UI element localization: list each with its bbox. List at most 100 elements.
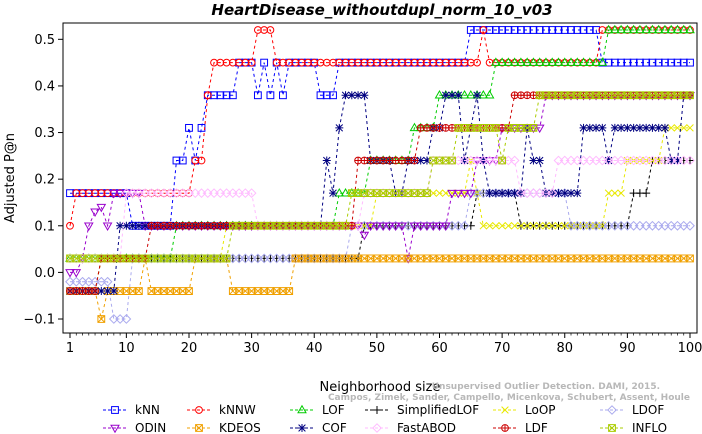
data-point: [629, 123, 638, 132]
legend-marker: [608, 424, 616, 432]
data-point: [422, 222, 432, 231]
data-point: [497, 57, 507, 66]
data-point: [648, 123, 657, 132]
data-point: [385, 58, 394, 67]
data-point: [673, 156, 682, 165]
data-point: [354, 91, 363, 100]
data-point: [360, 91, 369, 100]
data-point: [397, 222, 407, 231]
data-point: [347, 58, 356, 67]
data-point: [679, 124, 688, 132]
series-line-kdeos: [70, 257, 690, 320]
data-point: [553, 57, 564, 66]
data-point: [559, 188, 570, 199]
data-point: [322, 156, 331, 165]
legend-marker: [195, 406, 203, 414]
data-point: [534, 57, 545, 66]
data-point: [96, 203, 107, 213]
data-point: [528, 124, 539, 134]
data-point: [91, 189, 99, 198]
data-point: [617, 58, 626, 67]
data-point: [579, 123, 588, 132]
legend-label: SimplifiedLOF: [397, 403, 479, 417]
legend-item-kdeos: KDEOS: [187, 421, 261, 434]
data-point: [490, 57, 501, 66]
x-tick-label: 50: [369, 341, 386, 356]
data-point: [609, 24, 620, 34]
y-tick-label: −0.1: [23, 313, 55, 328]
data-point: [416, 156, 425, 165]
series-loop: [66, 124, 694, 295]
data-point: [567, 189, 576, 198]
data-point: [441, 58, 450, 67]
data-point: [554, 222, 563, 230]
legend-label: LOF: [322, 403, 345, 417]
legend-label: kNNW: [219, 403, 256, 417]
data-point: [535, 26, 544, 34]
legend-marker: [501, 406, 509, 414]
data-point: [372, 58, 381, 67]
legend-marker: [501, 424, 509, 432]
data-point: [247, 58, 256, 67]
data-point: [498, 156, 507, 165]
y-tick-label: 0.5: [34, 33, 55, 48]
data-point: [347, 221, 356, 230]
data-point: [554, 189, 563, 198]
data-point: [91, 287, 99, 295]
data-point: [547, 57, 558, 66]
data-point: [516, 124, 526, 134]
data-point: [478, 90, 489, 99]
data-point: [409, 222, 420, 231]
data-point: [360, 58, 369, 67]
data-point: [103, 287, 112, 296]
legend-label: KDEOS: [219, 421, 261, 434]
data-point: [485, 26, 494, 34]
data-point: [116, 221, 125, 230]
legend-item-knn: kNN: [103, 403, 160, 417]
data-point: [353, 222, 363, 231]
data-point: [635, 58, 644, 67]
data-point: [216, 91, 225, 100]
data-point: [567, 26, 575, 34]
data-point: [560, 26, 569, 34]
data-point: [172, 156, 181, 165]
x-tick-label: 1: [66, 341, 74, 356]
data-point: [127, 189, 138, 199]
data-point: [304, 58, 312, 67]
legend-marker: [110, 424, 120, 434]
data-point: [83, 222, 94, 231]
data-point: [610, 123, 619, 132]
data-point: [623, 123, 632, 132]
data-point: [340, 187, 351, 197]
data-point: [279, 58, 287, 67]
data-point: [71, 269, 82, 278]
series-line-inflo: [70, 94, 690, 259]
data-point: [616, 24, 626, 34]
data-point: [210, 58, 218, 67]
data-point: [346, 187, 357, 197]
data-point: [559, 57, 570, 66]
data-point: [410, 58, 419, 67]
data-point: [617, 189, 625, 197]
data-point: [642, 189, 651, 198]
data-point: [603, 24, 614, 34]
data-point: [97, 189, 106, 198]
data-point: [686, 91, 694, 100]
data-point: [660, 123, 669, 132]
data-point: [329, 58, 337, 67]
data-point: [210, 91, 218, 100]
data-point: [448, 156, 456, 165]
data-point: [191, 156, 200, 165]
data-point: [341, 91, 350, 100]
data-point: [440, 222, 451, 231]
data-point: [65, 253, 75, 262]
data-point: [272, 58, 281, 67]
data-point: [485, 222, 494, 230]
data-point: [585, 123, 594, 132]
data-point: [178, 156, 187, 165]
x-tick-label: 100: [678, 341, 702, 356]
data-point: [686, 254, 694, 263]
data-point: [141, 221, 150, 230]
legend-label: INFLO: [632, 421, 667, 434]
data-point: [253, 91, 262, 100]
